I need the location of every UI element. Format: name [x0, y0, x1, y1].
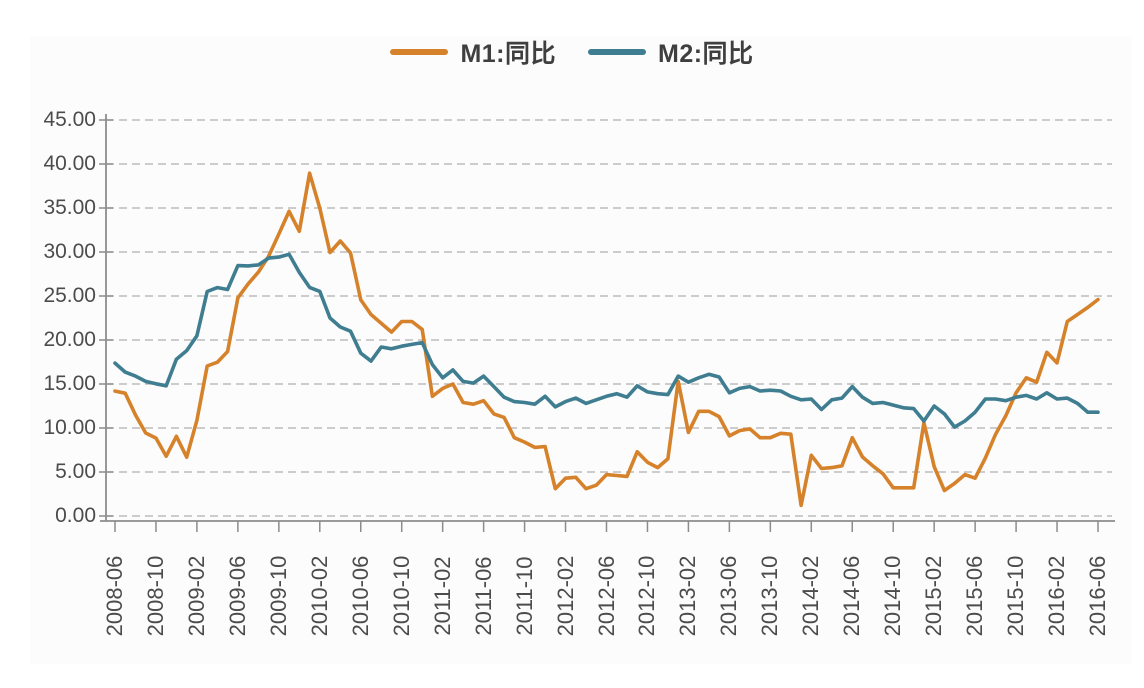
x-tick-label: 2013-02: [675, 555, 701, 637]
m2-line: [113, 252, 1100, 429]
x-tick-label: 2010-06: [347, 555, 373, 637]
x-tick-label: 2014-10: [880, 555, 906, 637]
x-tick-label: 2010-02: [306, 555, 332, 637]
legend-item-m2: M2:同比: [588, 34, 754, 70]
y-tick-label: 25.00: [43, 284, 96, 307]
m1-line-swatch-icon: [390, 49, 449, 55]
x-tick-label: 2013-06: [716, 555, 742, 637]
x-tick-label: 2015-10: [1003, 555, 1029, 637]
x-tick-label: 2013-10: [757, 555, 783, 637]
x-tick-label: 2011-06: [470, 556, 496, 636]
x-tick-label: 2012-10: [634, 555, 660, 637]
x-tick-label: 2014-06: [839, 555, 865, 637]
y-tick-label: 5.00: [55, 460, 96, 483]
x-tick-label: 2010-10: [388, 555, 414, 637]
m1-line: [113, 171, 1100, 508]
x-tick-label: 2012-06: [593, 555, 619, 637]
x-tick-label: 2014-02: [798, 555, 824, 637]
x-tick-label: 2008-10: [142, 555, 168, 637]
y-tick-label: 40.00: [43, 152, 96, 175]
x-tick-label: 2009-10: [265, 555, 291, 637]
y-tick-label: 15.00: [43, 372, 96, 395]
x-tick-label: 2008-06: [102, 555, 127, 637]
legend: M1:同比 M2:同比: [0, 34, 1144, 70]
x-tick-label: 2011-02: [429, 556, 455, 636]
x-tick-label: 2015-06: [962, 555, 988, 637]
y-tick-label: 10.00: [43, 416, 96, 439]
x-tick-label: 2012-02: [552, 555, 578, 637]
x-tick-label: 2016-06: [1085, 555, 1110, 637]
x-tick-label: 2016-02: [1044, 555, 1070, 637]
x-tick-label: 2011-10: [511, 556, 537, 636]
y-tick-label: 35.00: [43, 196, 96, 219]
m2-line-swatch-icon: [588, 49, 646, 55]
x-tick-label: 2009-06: [224, 555, 250, 637]
legend-item-m1: M1:同比: [390, 34, 556, 70]
y-tick-label: 0.00: [55, 504, 96, 527]
x-tick-label: 2009-02: [183, 555, 209, 637]
y-tick-label: 20.00: [43, 328, 96, 351]
legend-label-m1: M1:同比: [460, 40, 556, 68]
plot-background: [30, 36, 1132, 664]
y-tick-label: 30.00: [43, 240, 96, 263]
legend-label-m2: M2:同比: [658, 40, 754, 68]
x-tick-label: 2015-02: [921, 555, 947, 637]
y-tick-label: 45.00: [43, 108, 96, 131]
